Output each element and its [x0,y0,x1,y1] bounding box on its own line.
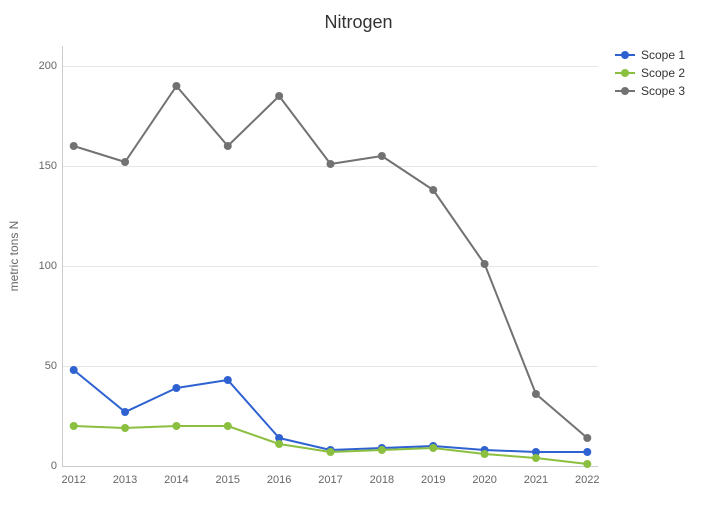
data-point[interactable] [327,448,335,456]
x-tick-label: 2014 [164,466,188,486]
x-tick-label: 2021 [524,466,548,486]
legend: Scope 1 Scope 2 Scope 3 [615,48,685,102]
legend-item[interactable]: Scope 3 [615,84,685,98]
data-point[interactable] [275,440,283,448]
y-tick-label: 150 [39,160,63,172]
legend-label: Scope 3 [641,84,685,98]
data-point[interactable] [429,186,437,194]
x-tick-label: 2016 [267,466,291,486]
data-point[interactable] [429,444,437,452]
data-point[interactable] [224,376,232,384]
chart-title: Nitrogen [0,12,717,33]
x-tick-label: 2019 [421,466,445,486]
y-tick-label: 100 [39,260,63,272]
data-point[interactable] [378,152,386,160]
data-point[interactable] [583,460,591,468]
data-point[interactable] [481,260,489,268]
series-layer [63,46,598,466]
data-point[interactable] [172,422,180,430]
data-point[interactable] [583,448,591,456]
legend-label: Scope 1 [641,48,685,62]
x-tick-label: 2013 [113,466,137,486]
y-tick-label: 200 [39,60,63,72]
series-line [74,370,588,452]
x-tick-label: 2012 [61,466,85,486]
legend-item[interactable]: Scope 2 [615,66,685,80]
legend-label: Scope 2 [641,66,685,80]
data-point[interactable] [327,160,335,168]
x-tick-label: 2022 [575,466,599,486]
nitrogen-line-chart: Nitrogen metric tons N 05010015020020122… [0,0,717,520]
data-point[interactable] [172,384,180,392]
x-tick-label: 2015 [216,466,240,486]
data-point[interactable] [172,82,180,90]
legend-swatch-icon [615,49,635,61]
data-point[interactable] [70,142,78,150]
data-point[interactable] [70,366,78,374]
data-point[interactable] [378,446,386,454]
data-point[interactable] [224,142,232,150]
data-point[interactable] [224,422,232,430]
y-tick-label: 50 [45,360,63,372]
data-point[interactable] [121,408,129,416]
data-point[interactable] [583,434,591,442]
series-line [74,426,588,464]
data-point[interactable] [121,424,129,432]
legend-item[interactable]: Scope 1 [615,48,685,62]
x-tick-label: 2018 [370,466,394,486]
series-line [74,86,588,438]
plot-area: 0501001502002012201320142015201620172018… [62,46,598,467]
data-point[interactable] [532,390,540,398]
data-point[interactable] [532,454,540,462]
data-point[interactable] [121,158,129,166]
y-axis-label: metric tons N [7,221,21,292]
data-point[interactable] [70,422,78,430]
data-point[interactable] [481,450,489,458]
x-tick-label: 2017 [318,466,342,486]
legend-swatch-icon [615,67,635,79]
x-tick-label: 2020 [472,466,496,486]
legend-swatch-icon [615,85,635,97]
data-point[interactable] [275,92,283,100]
